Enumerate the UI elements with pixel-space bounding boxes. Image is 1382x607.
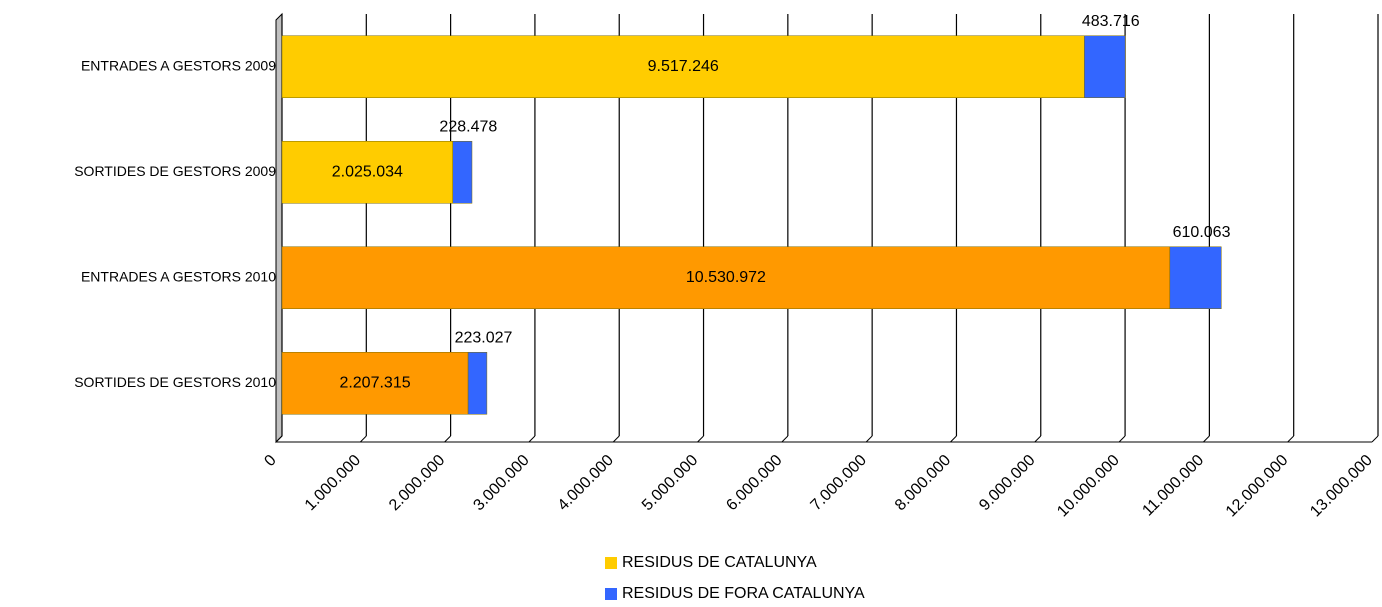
bar-segment: [1169, 246, 1222, 309]
x-tick-label: 5.000.000: [639, 452, 701, 514]
x-tick-label: 8.000.000: [892, 452, 954, 514]
bar-segment: [467, 352, 488, 415]
x-tick: [612, 435, 620, 443]
axis-wall: [275, 12, 283, 444]
value-label: 9.517.246: [648, 58, 719, 75]
value-label: 483.716: [1082, 13, 1140, 30]
x-tick: [1034, 435, 1042, 443]
y-tick-label: SORTIDES DE GESTORS 2010: [74, 374, 276, 390]
bar-segment: [281, 246, 1171, 309]
bar-segment: [452, 141, 473, 204]
x-tick: [781, 435, 789, 443]
x-tick-label: 12.000.000: [1223, 452, 1292, 521]
x-tick: [1371, 435, 1379, 443]
x-tick: [1287, 435, 1295, 443]
x-tick: [528, 435, 536, 443]
value-label: 223.027: [455, 329, 513, 346]
legend-swatch: [605, 557, 617, 569]
x-tick-label: 13.000.000: [1307, 452, 1376, 521]
legend-swatch: [605, 588, 617, 600]
x-tick: [865, 435, 873, 443]
x-tick-label: 1.000.000: [302, 452, 364, 514]
x-tick: [1203, 435, 1210, 443]
value-label: 610.063: [1173, 224, 1231, 241]
x-tick-label: 4.000.000: [555, 452, 617, 514]
bar-segment: [1084, 35, 1126, 98]
y-tick-label: ENTRADES A GESTORS 2010: [81, 268, 276, 284]
x-tick: [697, 435, 704, 443]
legend-label: RESIDUS DE CATALUNYA: [622, 554, 817, 571]
y-tick-label: SORTIDES DE GESTORS 2009: [74, 163, 276, 179]
value-label: 2.025.034: [332, 163, 403, 180]
bar-segment: [281, 141, 453, 204]
x-tick: [950, 435, 957, 443]
x-tick: [444, 435, 451, 443]
x-tick-label: 2.000.000: [386, 452, 448, 514]
x-tick-label: 0: [261, 452, 279, 470]
x-tick-label: 3.000.000: [470, 452, 532, 514]
x-tick-label: 6.000.000: [723, 452, 785, 514]
x-tick: [1118, 435, 1126, 443]
y-tick-label: ENTRADES A GESTORS 2009: [81, 57, 276, 73]
legend-label: RESIDUS DE FORA CATALUNYA: [622, 585, 865, 602]
x-tick-label: 9.000.000: [976, 452, 1038, 514]
value-label: 2.207.315: [339, 374, 410, 391]
x-tick-label: 11.000.000: [1139, 452, 1207, 520]
x-tick-label: 7.000.000: [808, 452, 870, 514]
bar-segment: [281, 35, 1085, 98]
value-label: 10.530.972: [686, 269, 766, 286]
x-tick-label: 10.000.000: [1054, 452, 1123, 521]
x-tick: [359, 435, 367, 443]
bar-segment: [281, 352, 469, 415]
x-tick: [275, 435, 283, 443]
value-label: 228.478: [439, 118, 497, 135]
